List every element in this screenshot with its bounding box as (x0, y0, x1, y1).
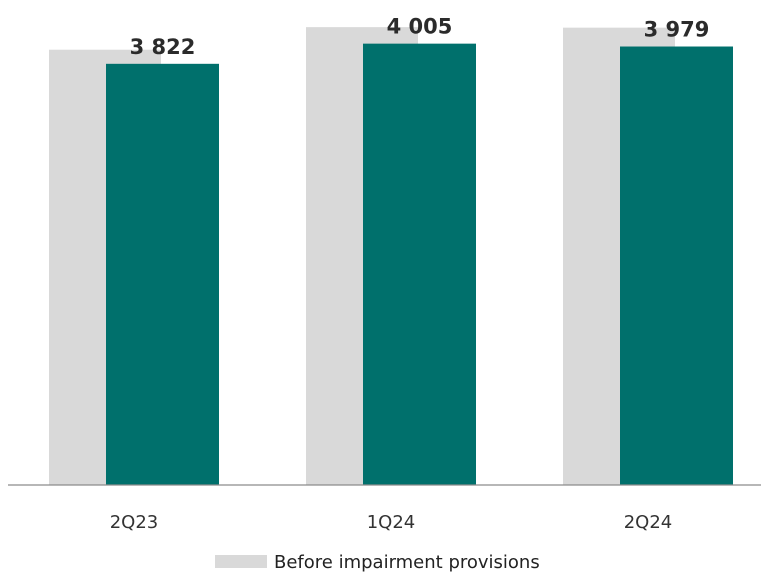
labels-layer: 3 822 2Q23 4 005 1Q24 3 979 2Q24 (110, 15, 710, 533)
bar-value-2q23 (106, 63, 219, 485)
x-tick-label-1q24: 1Q24 (367, 512, 416, 533)
data-label-2q24: 3 979 (644, 18, 710, 42)
bar-value-1q24 (363, 43, 476, 486)
legend-label-before-impairment: Before impairment provisions (274, 552, 540, 573)
legend-swatch-before-impairment (215, 555, 267, 568)
bars-layer (49, 27, 733, 486)
x-tick-label-2q24: 2Q24 (624, 512, 673, 533)
bar-value-2q24 (620, 46, 733, 486)
legend: Before impairment provisions (215, 552, 540, 573)
x-tick-label-2q23: 2Q23 (110, 512, 159, 533)
data-label-1q24: 4 005 (387, 15, 453, 39)
data-label-2q23: 3 822 (130, 35, 196, 59)
